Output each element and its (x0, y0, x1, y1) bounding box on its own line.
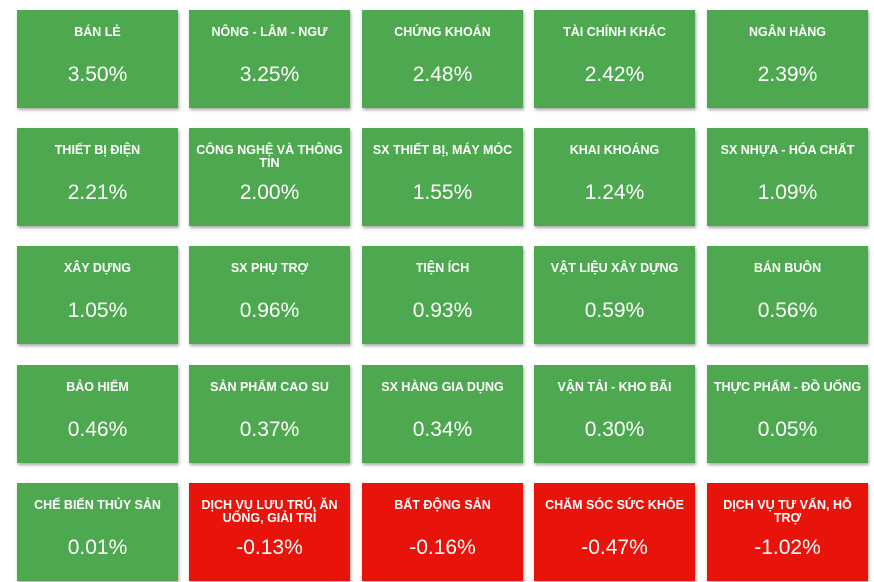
sector-name: BẤT ĐỘNG SẢN (394, 498, 491, 512)
sector-tile: CHĂM SÓC SỨC KHỎE -0.47% (534, 483, 695, 581)
sector-change: -0.16% (409, 536, 476, 559)
sector-change: 1.09% (757, 181, 818, 204)
sector-name: SX HÀNG GIA DỤNG (381, 380, 504, 394)
sector-tile: BẢO HIỂM 0.46% (17, 365, 178, 463)
sector-tile: DỊCH VỤ TƯ VẤN, HỖ TRỢ -1.02% (707, 483, 868, 581)
sector-tile: CHẾ BIẾN THỦY SẢN 0.01% (17, 483, 178, 581)
sector-name: KHAI KHOÁNG (569, 143, 660, 157)
sector-change: 1.55% (412, 181, 473, 204)
sector-change: 1.05% (67, 299, 128, 322)
sector-change: 0.96% (239, 299, 300, 322)
sector-name: NGÂN HÀNG (748, 25, 827, 39)
sector-tile: CHỨNG KHOÁN 2.48% (362, 10, 523, 108)
sector-name: CHẾ BIẾN THỦY SẢN (34, 498, 161, 512)
sector-tile: DỊCH VỤ LƯU TRÚ, ĂN UỐNG, GIẢI TRÍ -0.13% (189, 483, 350, 581)
sector-name: XÂY DỰNG (63, 261, 132, 275)
sector-change: 0.30% (584, 418, 645, 441)
sector-change: 3.50% (67, 63, 128, 86)
sector-change: 0.56% (757, 299, 818, 322)
sector-tile: XÂY DỰNG 1.05% (17, 246, 178, 344)
sector-name: NÔNG - LÂM - NGƯ (211, 25, 328, 39)
sector-name: CHỨNG KHOÁN (394, 25, 491, 39)
sector-change: 0.34% (412, 418, 473, 441)
sector-name: VẬN TẢI - KHO BÃI (557, 380, 672, 394)
sector-change: 3.25% (239, 63, 300, 86)
sector-change: 0.37% (239, 418, 300, 441)
sector-tile: VẬN TẢI - KHO BÃI 0.30% (534, 365, 695, 463)
sector-tile: TIỆN ÍCH 0.93% (362, 246, 523, 344)
sector-change: 2.42% (584, 63, 645, 86)
sector-tile: BÁN LẺ 3.50% (17, 10, 178, 108)
sector-tile: NÔNG - LÂM - NGƯ 3.25% (189, 10, 350, 108)
sector-name: BÁN LẺ (74, 25, 121, 39)
sector-name: DỊCH VỤ TƯ VẤN, HỖ TRỢ (723, 498, 852, 525)
sector-tile: SX PHỤ TRỢ 0.96% (189, 246, 350, 344)
sector-change: 2.21% (67, 181, 128, 204)
sector-tile: BÁN BUÔN 0.56% (707, 246, 868, 344)
sector-change: 0.46% (67, 418, 128, 441)
sector-name: THIẾT BỊ ĐIỆN (54, 143, 141, 157)
sector-change: 1.24% (584, 181, 645, 204)
sector-change: 0.93% (412, 299, 473, 322)
sector-change: -0.47% (581, 536, 648, 559)
sector-name: BÁN BUÔN (753, 261, 822, 275)
sector-change: 0.01% (67, 536, 128, 559)
sector-name: CÔNG NGHỆ VÀ THÔNG TIN (196, 143, 343, 170)
sector-tile: THIẾT BỊ ĐIỆN 2.21% (17, 128, 178, 226)
sector-name: DỊCH VỤ LƯU TRÚ, ĂN UỐNG, GIẢI TRÍ (201, 498, 338, 525)
sector-change: 0.05% (757, 418, 818, 441)
sector-tile: SX THIẾT BỊ, MÁY MÓC 1.55% (362, 128, 523, 226)
sector-change: 2.39% (757, 63, 818, 86)
sector-tile: SẢN PHẨM CAO SU 0.37% (189, 365, 350, 463)
sector-name: SẢN PHẨM CAO SU (210, 380, 329, 394)
sector-name: VẬT LIỆU XÂY DỰNG (550, 261, 679, 275)
sector-change: 0.59% (584, 299, 645, 322)
sector-tile: VẬT LIỆU XÂY DỰNG 0.59% (534, 246, 695, 344)
sector-name: SX NHỰA - HÓA CHẤT (720, 143, 855, 157)
sector-name: SX PHỤ TRỢ (230, 261, 309, 275)
sector-name: THỰC PHẨM - ĐỒ UỐNG (713, 380, 862, 394)
sector-change: -0.13% (236, 536, 303, 559)
sector-name: SX THIẾT BỊ, MÁY MÓC (372, 143, 513, 157)
sector-tile: SX HÀNG GIA DỤNG 0.34% (362, 365, 523, 463)
sector-tile: TÀI CHÍNH KHÁC 2.42% (534, 10, 695, 108)
sector-tile: SX NHỰA - HÓA CHẤT 1.09% (707, 128, 868, 226)
sector-tile: KHAI KHOÁNG 1.24% (534, 128, 695, 226)
sector-tile: NGÂN HÀNG 2.39% (707, 10, 868, 108)
sector-tile: BẤT ĐỘNG SẢN -0.16% (362, 483, 523, 581)
sector-name: CHĂM SÓC SỨC KHỎE (545, 498, 684, 512)
sector-tile: CÔNG NGHỆ VÀ THÔNG TIN 2.00% (189, 128, 350, 226)
sector-name: TIỆN ÍCH (415, 261, 470, 275)
sector-name: TÀI CHÍNH KHÁC (563, 25, 666, 39)
sector-change: -1.02% (754, 536, 821, 559)
sector-change: 2.00% (239, 181, 300, 204)
sector-change: 2.48% (412, 63, 473, 86)
sector-tile: THỰC PHẨM - ĐỒ UỐNG 0.05% (707, 365, 868, 463)
sector-name: BẢO HIỂM (66, 380, 129, 394)
